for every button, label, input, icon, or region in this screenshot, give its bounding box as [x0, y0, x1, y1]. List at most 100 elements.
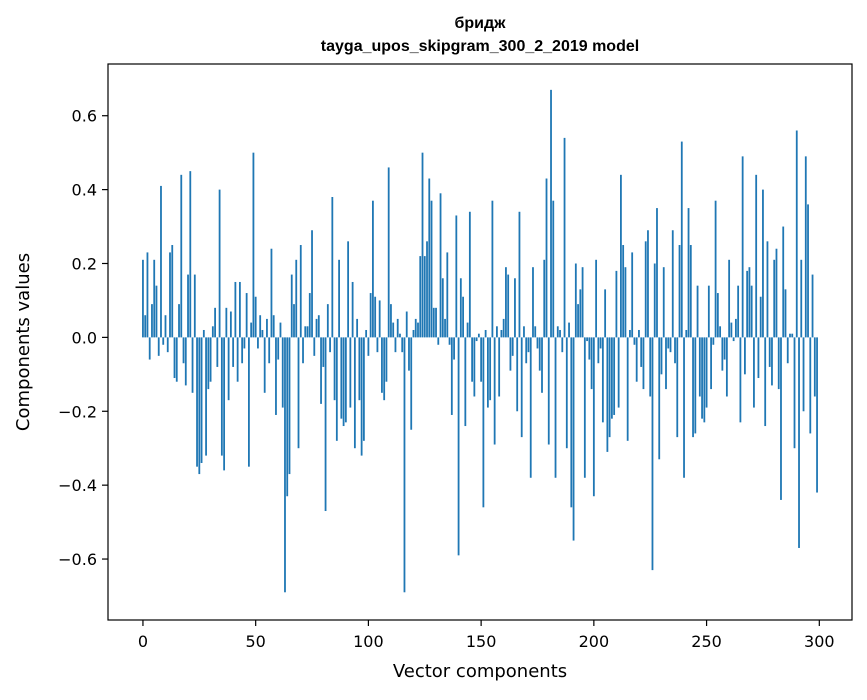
bar-203: [599, 337, 602, 349]
bar-6: [155, 285, 158, 338]
bar-269: [748, 267, 751, 338]
bar-4: [151, 304, 153, 338]
bar-295: [807, 204, 809, 338]
bar-239: [680, 141, 683, 338]
bar-115: [401, 337, 404, 353]
bar-229: [658, 337, 661, 460]
bar-219: [635, 337, 638, 382]
bar-175: [536, 337, 539, 349]
bar-215: [626, 337, 629, 441]
bar-144: [466, 322, 469, 338]
bar-31: [211, 326, 214, 338]
bar-154: [489, 337, 492, 401]
chart-title: бридж: [455, 15, 507, 32]
bar-91: [347, 241, 350, 338]
bar-70: [299, 245, 302, 338]
bar-21: [189, 171, 192, 338]
bar-180: [547, 337, 550, 445]
bar-206: [606, 337, 609, 452]
bar-168: [520, 337, 523, 438]
bar-160: [502, 318, 505, 338]
bar-90: [344, 337, 347, 423]
bar-207: [608, 337, 611, 438]
bar-164: [511, 337, 514, 356]
bar-74: [308, 293, 311, 338]
bar-37: [225, 307, 228, 338]
bar-29: [207, 337, 210, 390]
bar-33: [216, 337, 219, 367]
bar-110: [390, 304, 392, 338]
bar-272: [755, 174, 758, 338]
bar-81: [324, 337, 327, 512]
bar-294: [804, 156, 807, 338]
bar-179: [545, 178, 548, 338]
bar-75: [311, 230, 313, 338]
bar-146: [471, 337, 474, 382]
bar-7: [157, 337, 160, 356]
bar-205: [604, 289, 607, 338]
bar-135: [446, 252, 449, 338]
bar-256: [719, 326, 722, 338]
x-axis: 0 50 100 150 200 250 300: [138, 620, 835, 651]
bar-69: [297, 337, 300, 449]
bar-35: [220, 337, 223, 456]
bar-108: [385, 337, 388, 382]
x-tick-label: 300: [804, 632, 835, 651]
bar-19: [184, 337, 187, 386]
bar-100: [367, 337, 370, 356]
bar-53: [261, 329, 264, 338]
bar-202: [597, 337, 600, 364]
bar-244: [692, 337, 694, 438]
bar-137: [450, 337, 453, 415]
bar-286: [786, 337, 789, 364]
bar-83: [329, 337, 331, 353]
bar-193: [577, 304, 579, 338]
bar-220: [638, 329, 640, 338]
bar-50: [254, 296, 257, 338]
bar-161: [505, 267, 507, 338]
bar-228: [656, 208, 658, 338]
bar-195: [581, 267, 584, 338]
bar-182: [552, 200, 555, 338]
bar-148: [475, 337, 478, 342]
bar-178: [543, 259, 546, 338]
y-tick-label: −0.6: [58, 550, 97, 569]
bar-105: [378, 300, 381, 338]
bar-141: [459, 278, 462, 338]
bar-132: [439, 193, 442, 338]
bar-196: [583, 337, 586, 478]
bar-165: [514, 278, 516, 338]
bar-140: [457, 337, 460, 556]
bar-282: [777, 337, 780, 390]
bar-242: [687, 208, 690, 338]
bar-30: [209, 337, 212, 382]
bar-118: [408, 337, 410, 371]
bar-26: [200, 337, 203, 463]
bar-199: [590, 337, 593, 390]
bar-214: [624, 267, 627, 338]
bar-201: [595, 259, 598, 338]
bar-284: [782, 226, 785, 338]
bar-299: [816, 337, 818, 493]
bar-263: [734, 318, 737, 338]
bar-49: [252, 152, 255, 338]
bar-128: [430, 200, 433, 338]
bar-191: [572, 337, 575, 541]
bar-198: [588, 337, 591, 360]
bar-103: [374, 296, 377, 338]
bar-88: [340, 337, 343, 419]
bar-169: [523, 326, 525, 338]
bar-73: [306, 326, 309, 338]
bar-271: [753, 337, 755, 408]
bar-14: [173, 337, 176, 379]
bar-24: [196, 337, 198, 467]
x-tick-label: 100: [353, 632, 384, 651]
bar-276: [764, 337, 767, 427]
bar-266: [741, 156, 744, 338]
bar-72: [304, 326, 307, 338]
bar-273: [757, 337, 760, 379]
bar-60: [277, 337, 280, 360]
bar-52: [259, 315, 262, 338]
bar-63: [284, 337, 286, 593]
